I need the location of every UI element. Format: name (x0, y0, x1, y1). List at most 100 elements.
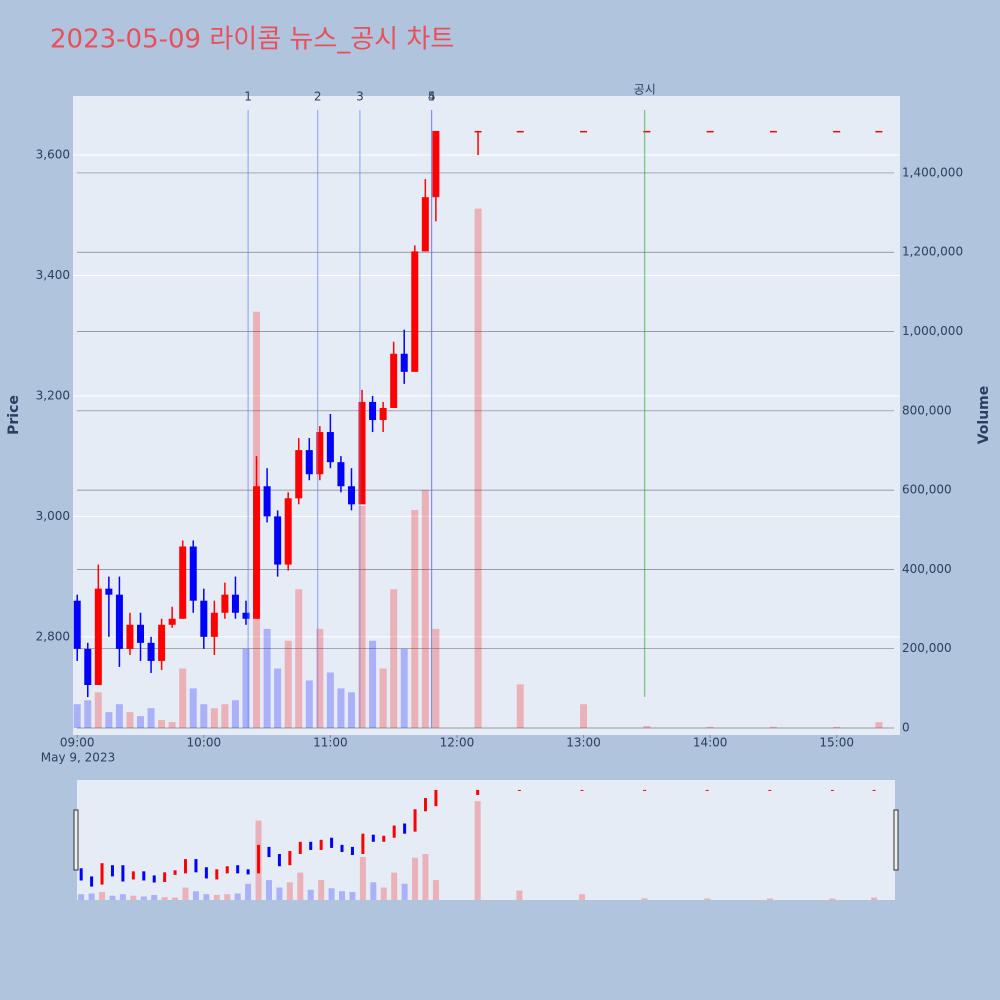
candle-body (231, 594, 239, 613)
candle-body (411, 251, 419, 372)
x-tick-label: 15:00 (819, 736, 854, 750)
slider-volume-bar (422, 854, 429, 900)
slider-volume-bar (224, 894, 231, 900)
candle-body (875, 130, 883, 133)
y2-tick-label: 1,000,000 (902, 324, 963, 338)
y-tick-label: 3,000 (36, 509, 70, 523)
candle-body (347, 486, 355, 505)
volume-bar (94, 692, 102, 729)
y2-tick-label: 200,000 (902, 641, 952, 655)
slider-volume-bar (401, 883, 408, 900)
candle-body (200, 600, 208, 637)
candle-body (316, 432, 324, 475)
volume-bar (295, 589, 303, 729)
candle-body (126, 624, 134, 649)
slider-volume-bar (380, 887, 387, 900)
candle-body (337, 462, 345, 487)
volume-bar (769, 726, 777, 729)
volume-bar (369, 640, 377, 729)
candle-body (643, 130, 651, 133)
slider-handle[interactable] (73, 809, 79, 871)
x-tick-label: 13:00 (566, 736, 601, 750)
candle-body (284, 498, 292, 565)
rangeslider[interactable] (77, 780, 895, 900)
slider-volume-bar (265, 880, 272, 900)
volume-bar (73, 704, 81, 729)
slider-volume-bar (182, 887, 189, 900)
slider-volume-bar (276, 887, 283, 900)
volume-bar (305, 680, 313, 729)
slider-volume-bar (829, 898, 836, 900)
slider-volume-bar (203, 894, 210, 900)
slider-volume-bar (412, 857, 419, 900)
candle-body (516, 130, 524, 133)
slider-volume-bar (161, 897, 168, 900)
slider-volume-bar (641, 898, 648, 900)
y-tick-label: 3,400 (36, 268, 70, 282)
volume-bar (643, 726, 651, 729)
candle-body (369, 401, 377, 421)
volume-bar (115, 704, 123, 729)
volume-bar (347, 692, 355, 729)
y2-tick-label: 1,200,000 (902, 245, 963, 259)
candle-body (168, 618, 176, 625)
chart-title: 2023-05-09 라이콤 뉴스_공시 차트 (50, 25, 454, 55)
y2-axis-title: Volume (976, 386, 992, 445)
volume-bar (158, 720, 166, 729)
slider-volume-bar (192, 891, 199, 900)
volume-bar (274, 668, 282, 729)
news-marker-label: 2 (314, 90, 322, 104)
slider-volume-bar (297, 872, 304, 900)
slider-volume-bar (78, 894, 85, 900)
slider-volume-bar (370, 882, 377, 900)
slider-volume-bar (578, 894, 585, 900)
candle-body (305, 450, 313, 475)
plot-area (73, 96, 900, 735)
x-tick-label: 09:00 (60, 736, 95, 750)
y2-tick-label: 0 (902, 721, 910, 735)
x-tick-label: 11:00 (313, 736, 348, 750)
candle-body (326, 432, 334, 463)
y-axis-title: Price (6, 395, 22, 435)
candle-body (263, 486, 271, 517)
volume-bar (284, 640, 292, 729)
slider-volume-bar (99, 891, 106, 900)
candle-body (421, 197, 429, 252)
candle-body (400, 353, 408, 372)
candle-body (474, 130, 482, 133)
slider-volume-bar (474, 801, 481, 900)
volume-bar (580, 704, 588, 729)
volume-bar (474, 208, 482, 729)
y2-tick-label: 1,400,000 (902, 165, 963, 179)
candle-body (179, 546, 187, 619)
candle-body (189, 546, 197, 601)
slider-handle[interactable] (893, 809, 899, 871)
candle-body (210, 612, 218, 637)
volume-bar (390, 589, 398, 729)
y-tick-label: 3,600 (36, 148, 70, 162)
volume-bar (833, 726, 841, 729)
volume-bar (326, 672, 334, 729)
slider-volume-bar (871, 897, 878, 900)
volume-bar (411, 509, 419, 729)
candle-body (115, 594, 123, 649)
candle-body (295, 450, 303, 499)
candle-body (253, 486, 261, 619)
slider-volume-bar (245, 883, 252, 900)
slider-volume-bar (307, 889, 314, 900)
volume-bar (400, 648, 408, 729)
slider-volume-bar (704, 898, 711, 900)
candle-body (379, 407, 387, 421)
x-date-label: May 9, 2023 (41, 751, 115, 765)
slider-volume-bar (119, 894, 126, 900)
x-tick-label: 12:00 (440, 736, 475, 750)
volume-bar (706, 726, 714, 729)
news-marker-label: 1 (244, 90, 252, 104)
slider-volume-bar (432, 880, 439, 900)
volume-bar (189, 688, 197, 729)
y2-tick-label: 400,000 (902, 562, 952, 576)
news-marker-label: 3 (356, 90, 364, 104)
volume-bar (379, 668, 387, 729)
candle-body (147, 642, 155, 661)
